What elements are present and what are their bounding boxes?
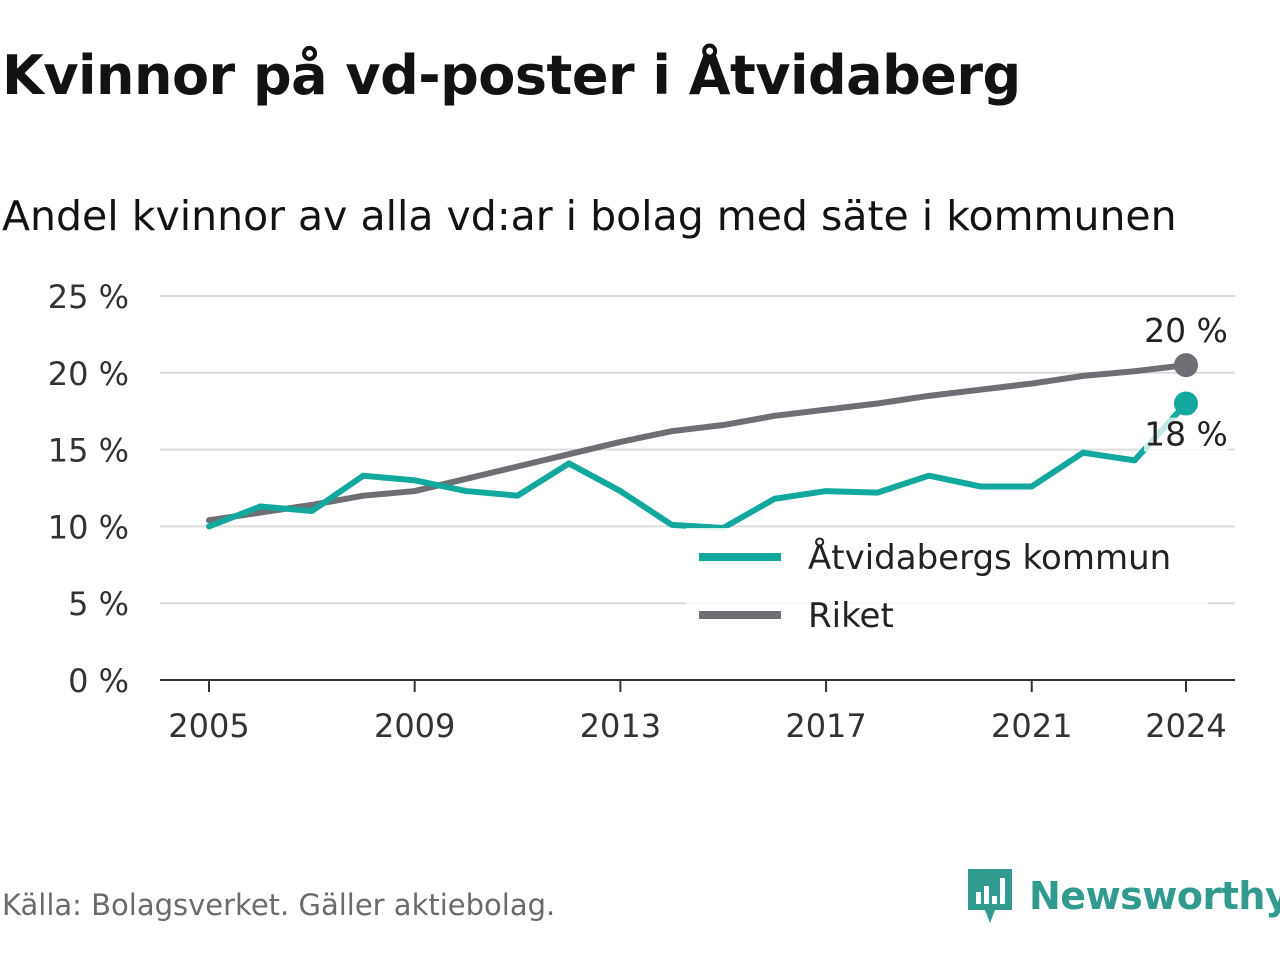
series-line-1 — [206, 362, 1189, 524]
chart-title: Kvinnor på vd-poster i Åtvidaberg — [2, 44, 1021, 107]
y-tick-label: 15 % — [48, 432, 129, 470]
legend-background — [686, 528, 1208, 644]
series-lines — [206, 353, 1198, 531]
x-tick-label: 2009 — [374, 707, 455, 745]
series-endpoint-0 — [1174, 391, 1198, 416]
series-line-0 — [206, 400, 1189, 531]
y-tick-label: 20 % — [48, 355, 129, 393]
x-tick-label: 2021 — [991, 707, 1072, 745]
y-tick-label: 5 % — [68, 585, 129, 623]
x-tick-label: 2017 — [785, 707, 866, 745]
y-tick-label: 0 % — [68, 662, 129, 700]
legend-label: Åtvidabergs kommun — [808, 537, 1171, 578]
end-label-background — [1144, 417, 1228, 452]
x-tick-label: 2013 — [580, 707, 661, 745]
x-tick-label: 2024 — [1145, 707, 1226, 745]
newsworthy-logo-icon — [968, 869, 1012, 923]
y-tick-label: 25 % — [48, 278, 129, 316]
brand-name: Newsworthy — [1029, 874, 1280, 918]
end-label-riket: 20 % — [1144, 311, 1228, 350]
chart-subtitle: Andel kvinnor av alla vd:ar i bolag med … — [2, 192, 1177, 240]
x-axis: 2005 2009 2013 2017 2021 2024 — [160, 679, 1235, 745]
x-tick-label: 2005 — [168, 707, 249, 745]
source-note: Källa: Bolagsverket. Gäller aktiebolag. — [2, 888, 556, 922]
legend-label: Riket — [808, 596, 894, 636]
y-axis-ticks: 0 % 5 % 10 % 15 % 20 % 25 % — [48, 278, 129, 700]
end-labels: 20 % 18 % — [1144, 311, 1228, 454]
legend: Åtvidabergs kommun Riket — [686, 528, 1208, 644]
end-label-kommun: 18 % — [1144, 415, 1228, 454]
brand-logo: Newsworthy — [965, 866, 1280, 926]
series-endpoint-1 — [1174, 353, 1198, 378]
y-tick-label: 10 % — [48, 508, 129, 546]
